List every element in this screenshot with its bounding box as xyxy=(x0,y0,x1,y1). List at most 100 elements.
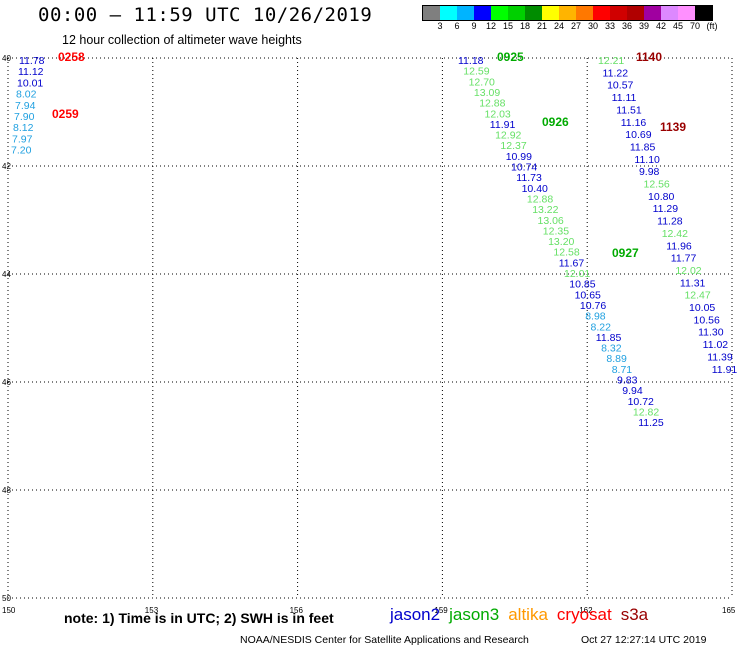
legend-item-altika: altika xyxy=(508,605,548,624)
wave-height-value: 8.71 xyxy=(612,364,633,376)
wave-height-value: 11.30 xyxy=(698,327,724,339)
latitude-label: 46 xyxy=(2,378,11,387)
colorbar-tick-label: 24 xyxy=(553,21,564,31)
wave-height-value: 7.94 xyxy=(15,100,36,112)
colorbar-swatch xyxy=(627,6,644,20)
colorbar xyxy=(422,5,713,21)
footer-timestamp: Oct 27 12:27:14 UTC 2019 xyxy=(581,634,707,646)
colorbar-swatch xyxy=(542,6,559,20)
colorbar-swatch xyxy=(661,6,678,20)
wave-height-value: 11.29 xyxy=(653,203,679,215)
colorbar-swatch xyxy=(576,6,593,20)
wave-height-value: 11.18 xyxy=(458,55,484,67)
legend-item-cryosat: cryosat xyxy=(556,605,612,624)
wave-height-value: 10.80 xyxy=(648,191,674,203)
wave-height-value: 11.85 xyxy=(630,141,656,153)
wave-height-value: 11.12 xyxy=(18,66,44,78)
wave-height-value: 10.72 xyxy=(628,396,654,408)
wave-height-value: 12.59 xyxy=(463,66,489,78)
longitude-label: 150 xyxy=(2,606,16,615)
colorbar-swatch xyxy=(593,6,610,20)
colorbar-tick-label: 33 xyxy=(604,21,615,31)
wave-height-value: 12.37 xyxy=(500,140,526,152)
wave-height-value: 9.83 xyxy=(617,375,638,387)
colorbar-tick-label: 9 xyxy=(471,21,477,31)
footer-source: NOAA/NESDIS Center for Satellite Applica… xyxy=(240,634,529,646)
longitude-label: 156 xyxy=(290,606,304,615)
colorbar-tick-label: 36 xyxy=(621,21,632,31)
colorbar-swatch xyxy=(474,6,491,20)
wave-height-value: 11.91 xyxy=(490,119,516,131)
wave-height-value: 10.57 xyxy=(607,80,633,92)
map-axis-labels: 40 42 44 46 48 50 150 153 156 159 162 165 xyxy=(2,54,736,615)
wave-height-value: 12.88 xyxy=(479,98,505,110)
longitude-label: 153 xyxy=(145,606,159,615)
wave-height-value: 11.96 xyxy=(666,240,692,252)
wave-height-value: 12.88 xyxy=(527,193,553,205)
pass-time-label: 1139 xyxy=(660,120,686,134)
wave-height-value: 7.97 xyxy=(12,133,33,145)
wave-height-value: 11.11 xyxy=(612,92,637,104)
pass-time-label: 0926 xyxy=(542,115,569,129)
wave-height-value: 11.78 xyxy=(19,55,45,67)
colorbar-swatch xyxy=(610,6,627,20)
wave-height-value: 11.25 xyxy=(638,417,664,429)
colorbar-tick-label: 6 xyxy=(454,21,460,31)
wave-height-value: 11.22 xyxy=(603,67,629,79)
wave-height-value: 11.77 xyxy=(671,253,697,265)
colorbar-tick-label: 15 xyxy=(502,21,513,31)
note-text: note: 1) Time is in UTC; 2) SWH is in fe… xyxy=(64,610,334,626)
wave-height-value: 10.56 xyxy=(694,314,720,326)
colorbar-tick-label: 39 xyxy=(638,21,649,31)
colorbar-swatch xyxy=(491,6,508,20)
colorbar-swatch xyxy=(644,6,661,20)
colorbar-swatch xyxy=(525,6,542,20)
pass-time-label: 0927 xyxy=(612,246,639,260)
colorbar-tick-label: 3 xyxy=(437,21,443,31)
latitude-label: 50 xyxy=(2,594,11,603)
latitude-label: 44 xyxy=(2,270,11,279)
colorbar-swatch xyxy=(440,6,457,20)
satellite-legend: jason2 jason3 altika cryosat s3a xyxy=(390,605,657,625)
longitude-label: 162 xyxy=(579,606,593,615)
wave-height-value: 13.22 xyxy=(532,204,558,216)
wave-height-value: 13.06 xyxy=(538,215,564,227)
colorbar-labels: 3 6 9 12 15 18 21 24 27 30 33 36 39 42 45 70 (ft) xyxy=(422,21,740,33)
wave-height-value: 8.22 xyxy=(591,321,612,333)
wave-height-value: 12.70 xyxy=(469,76,495,88)
wave-height-value: 11.31 xyxy=(680,277,706,289)
wave-height-value: 11.28 xyxy=(657,216,683,228)
wave-height-value: 12.58 xyxy=(553,247,579,259)
wave-height-value: 9.94 xyxy=(622,385,643,397)
colorbar-swatch xyxy=(423,6,440,20)
colorbar-swatch xyxy=(678,6,695,20)
wave-height-value: 12.03 xyxy=(485,108,511,120)
wave-height-value: 11.67 xyxy=(559,257,585,269)
latitude-label: 48 xyxy=(2,486,11,495)
wave-height-value: 8.02 xyxy=(16,89,37,101)
chart-subtitle: 12 hour collection of altimeter wave hei… xyxy=(62,33,302,47)
latitude-label: 40 xyxy=(2,54,11,63)
wave-height-value: 11.85 xyxy=(596,332,622,344)
colorbar-swatch xyxy=(559,6,576,20)
wave-height-value: 12.35 xyxy=(543,225,569,237)
colorbar-tick-label: 27 xyxy=(570,21,581,31)
wave-height-value: 8.12 xyxy=(13,122,34,134)
pass-time-label: 0925 xyxy=(497,50,524,64)
wave-height-value: 10.99 xyxy=(506,151,532,163)
wave-height-value: 12.02 xyxy=(675,265,701,277)
wave-height-value: 11.73 xyxy=(516,172,542,184)
wave-height-value: 10.05 xyxy=(689,302,715,314)
wave-height-value: 11.02 xyxy=(703,339,729,351)
pass-time-label: 0258 xyxy=(58,50,85,64)
colorbar-swatch xyxy=(457,6,474,20)
colorbar-tick-label: 70 xyxy=(689,21,700,31)
colorbar-tick-label: 21 xyxy=(536,21,547,31)
wave-height-value: 10.40 xyxy=(522,183,548,195)
wave-height-value: 12.42 xyxy=(662,228,688,240)
pass-time-label: 0259 xyxy=(52,107,79,121)
colorbar-tick-label: (ft) xyxy=(706,21,718,31)
wave-height-value: 11.10 xyxy=(634,154,660,166)
